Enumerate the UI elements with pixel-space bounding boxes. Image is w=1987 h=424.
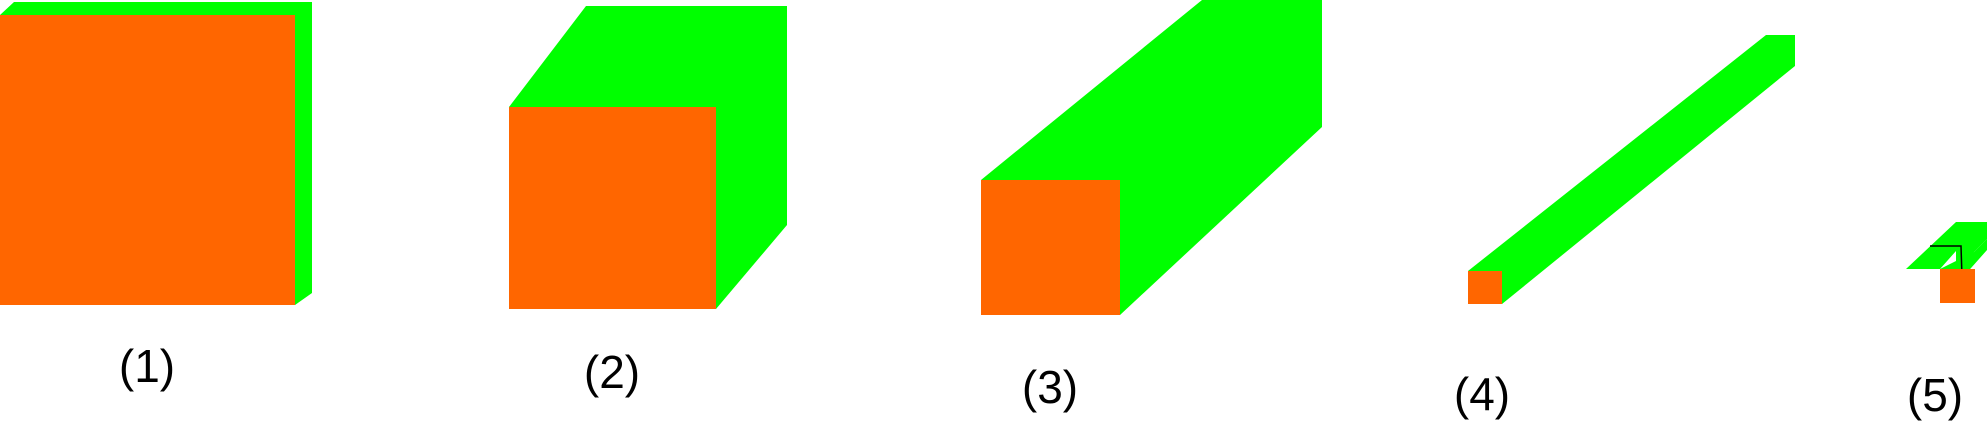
prism-1: (1) — [0, 2, 312, 392]
prism-4-label: (4) — [1454, 368, 1510, 420]
prism-5: (5) — [1906, 222, 1987, 421]
prism-2-label: (2) — [584, 346, 640, 398]
prism-5-side-face — [1906, 222, 1987, 279]
prism-5-front-face — [1940, 269, 1975, 303]
prism-4-front-face — [1468, 271, 1502, 304]
prism-5-label: (5) — [1907, 369, 1963, 421]
prism-1-front-face — [0, 15, 295, 305]
prism-2-side-face — [509, 6, 787, 309]
prism-2-front-face — [509, 107, 716, 309]
prism-3: (3) — [981, 0, 1322, 413]
prism-3-front-face — [981, 180, 1120, 315]
prism-2: (2) — [509, 6, 787, 398]
prism-3-label: (3) — [1022, 361, 1078, 413]
prism-1-label: (1) — [119, 340, 175, 392]
prism-3-side-face — [981, 0, 1322, 315]
prism-4-side-face — [1468, 35, 1795, 304]
prism-4: (4) — [1454, 35, 1795, 420]
prism-5-edge-line — [1930, 245, 1963, 278]
